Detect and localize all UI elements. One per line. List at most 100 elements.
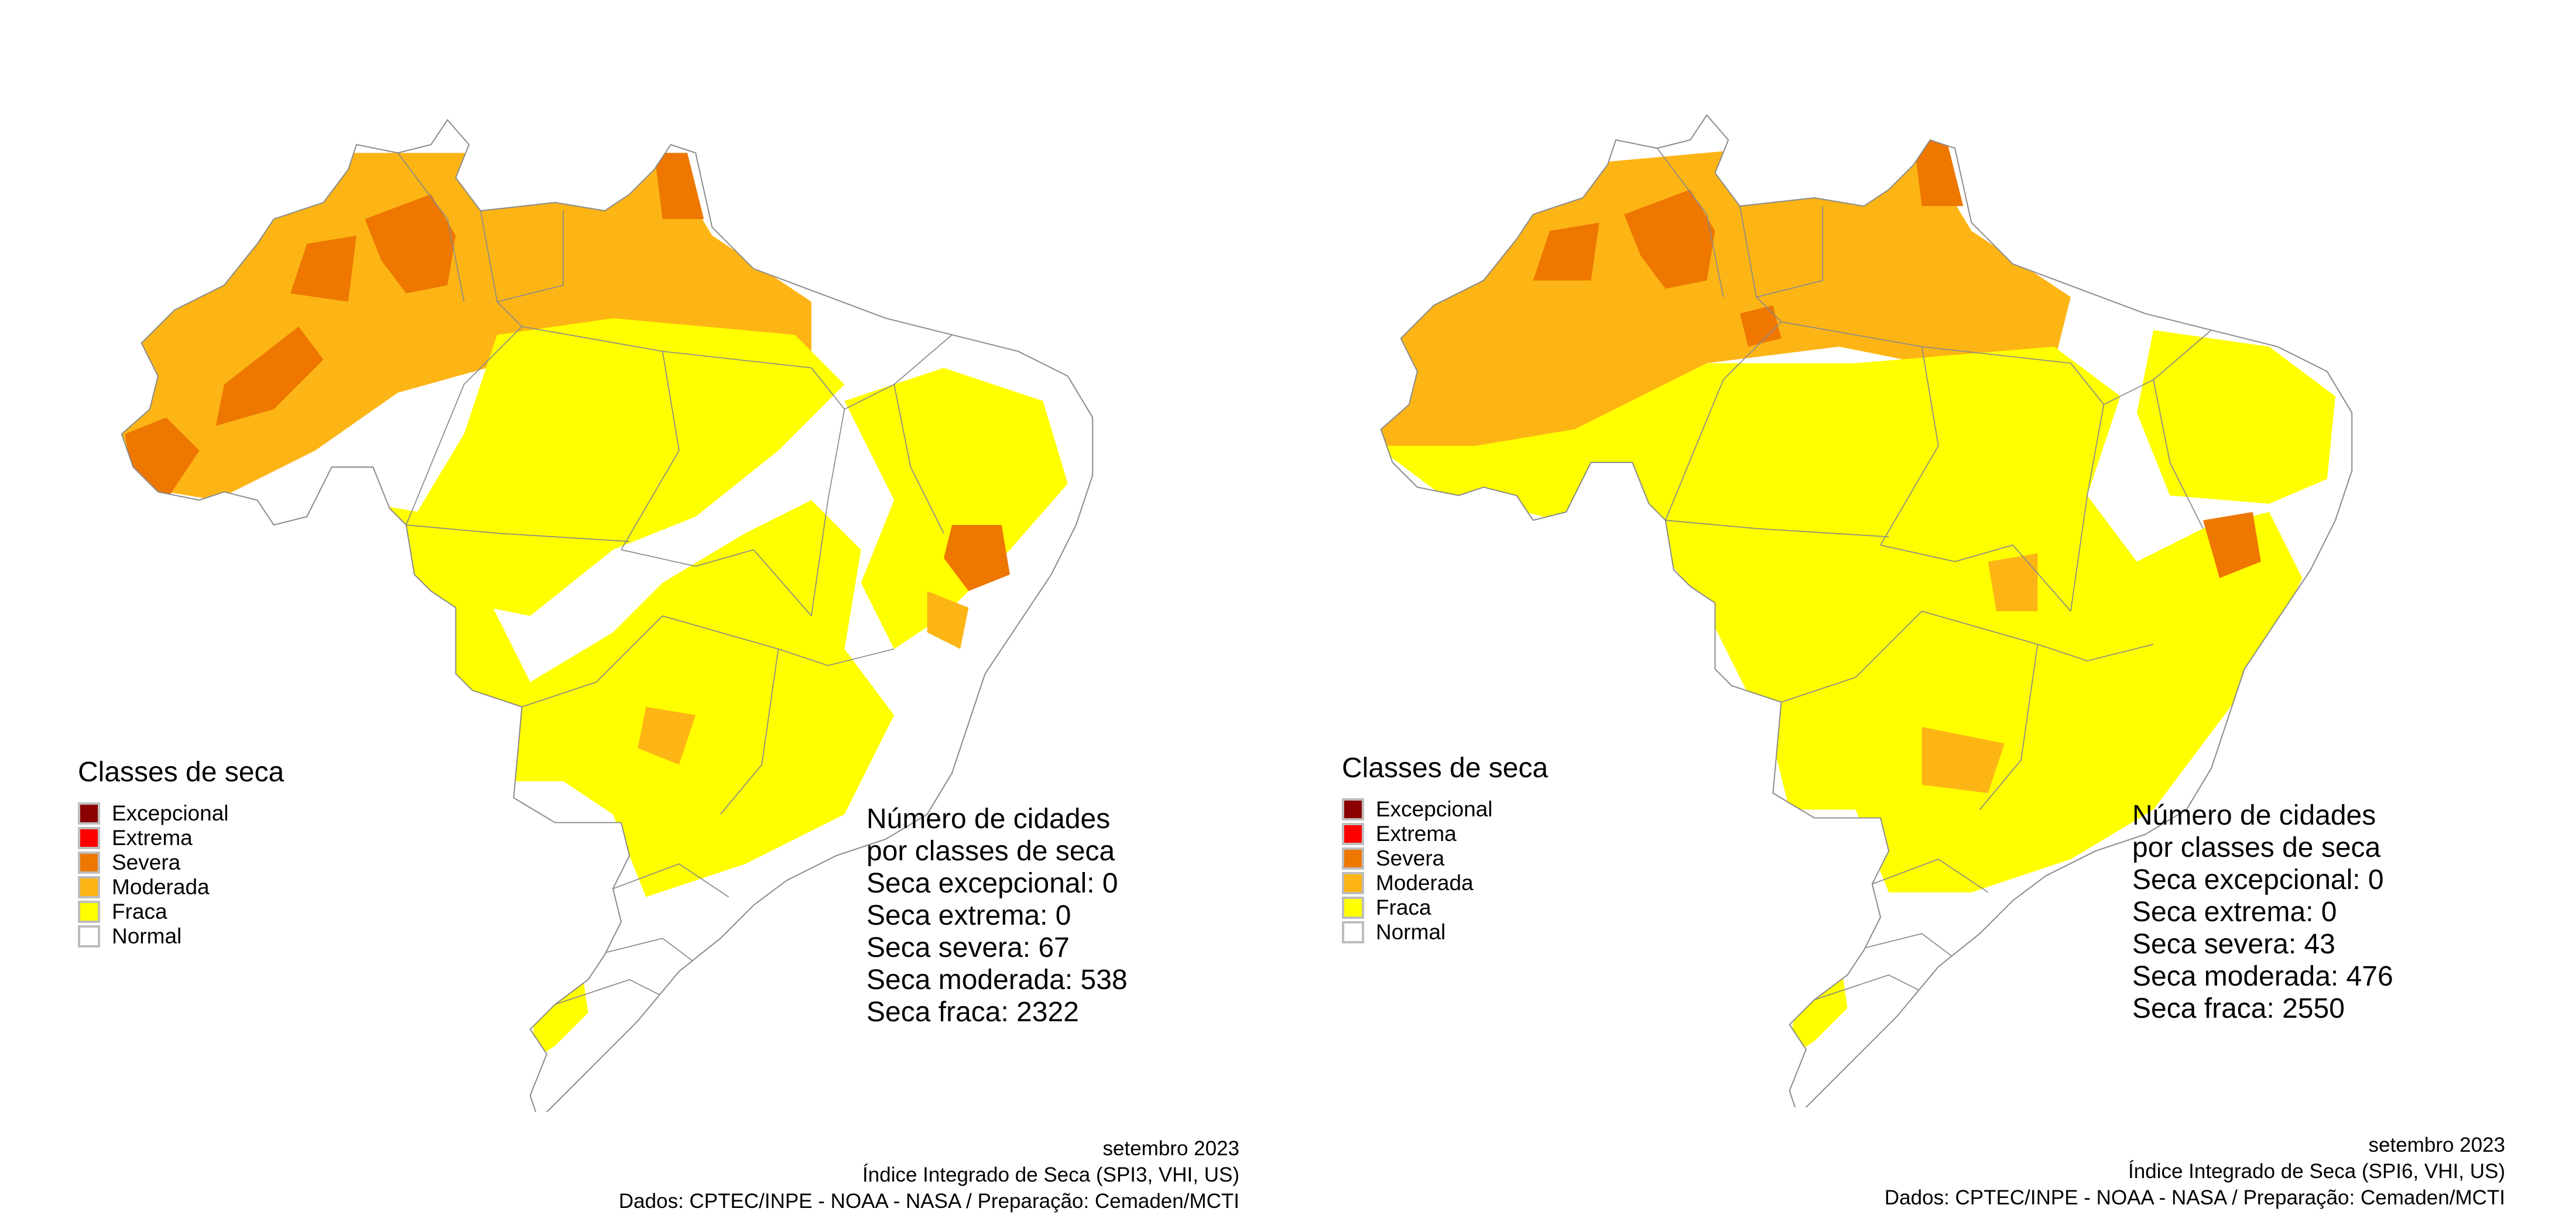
- stat-excepcional: Seca excepcional: 0: [866, 868, 1118, 899]
- state-border: [621, 351, 680, 550]
- drought-area-fraca: [2136, 330, 2335, 504]
- drought-area-fraca: [844, 368, 1068, 649]
- legend-label: Fraca: [1376, 895, 1431, 919]
- state-border: [2070, 329, 2212, 406]
- state-border: [662, 615, 895, 667]
- legend-item-moderada: Moderada: [1342, 871, 1548, 895]
- drought-area-severa: [654, 153, 704, 219]
- legend-item-severa: Severa: [78, 850, 284, 875]
- legend-title: Classes de seca: [78, 757, 285, 788]
- state-border: [2153, 379, 2204, 529]
- legend-item-extrema: Extrema: [1342, 822, 1548, 846]
- stat-extrema: Seca extrema: 0: [866, 900, 1071, 931]
- legend-label: Moderada: [112, 875, 210, 899]
- state-border: [1880, 544, 2071, 612]
- drought-area-severa: [943, 524, 1010, 591]
- stat-moderada: Seca moderada: 538: [866, 964, 1128, 995]
- drought-area-moderada: [1921, 727, 2005, 794]
- state-border: [811, 334, 953, 410]
- legend-item-moderada: Moderada: [78, 875, 284, 900]
- legend-swatch: [1342, 823, 1364, 845]
- state-border: [1880, 346, 1939, 545]
- state-border: [1656, 147, 1724, 297]
- footer-date: setembro 2023: [2368, 1134, 2505, 1156]
- stat-excepcional: Seca excepcional: 0: [2132, 864, 2384, 895]
- city-count-stats: Número de cidades por classes de seca Se…: [2132, 799, 2393, 1025]
- state-border: [406, 524, 630, 543]
- drought-area-moderada: [1381, 148, 2071, 463]
- state-border: [1921, 610, 2154, 662]
- drought-area-moderada: [1988, 553, 2038, 612]
- state-border: [496, 211, 564, 303]
- legend-item-fraca: Fraca: [78, 900, 284, 924]
- footer-date: setembro 2023: [1102, 1137, 1239, 1160]
- state-border: [811, 409, 845, 616]
- drought-area-severa: [215, 326, 324, 426]
- legend-label: Normal: [112, 924, 182, 948]
- drought-area-severa: [1624, 189, 1715, 289]
- panel-spi3: Classes de seca Excepcional Extrema Severa…: [78, 119, 1239, 1214]
- legend-swatch: [78, 852, 100, 874]
- drought-area-severa: [1533, 222, 1599, 281]
- legend-item-extrema: Extrema: [78, 826, 284, 850]
- footer: setembro 2023 Índice Integrado de Seca (…: [619, 1135, 1239, 1214]
- drought-area-moderada: [927, 591, 969, 649]
- legend-label: Moderada: [1376, 871, 1474, 895]
- legend: Classes de seca Excepcional Extrema Severa…: [1342, 752, 1548, 945]
- state-border: [596, 938, 696, 964]
- drought-area-moderada: [638, 706, 696, 765]
- legend-swatch: [1342, 847, 1364, 870]
- state-border: [1664, 321, 1782, 521]
- state-border: [1979, 644, 2039, 810]
- stats-heading: Número de cidades: [2132, 800, 2376, 831]
- footer-index: Índice Integrado de Seca (SPI6, VHI, US): [2128, 1160, 2505, 1183]
- legend-label: Excepcional: [1376, 797, 1493, 821]
- footer: setembro 2023 Índice Integrado de Seca (…: [1885, 1132, 2505, 1211]
- stat-severa: Seca severa: 43: [2132, 929, 2335, 960]
- state-border: [1665, 520, 1889, 538]
- legend-item-excepcional: Excepcional: [78, 801, 284, 826]
- legend-swatch: [1342, 921, 1364, 943]
- stat-extrema: Seca extrema: 0: [2132, 897, 2337, 928]
- stat-fraca: Seca fraca: 2550: [2132, 993, 2345, 1024]
- state-border: [612, 863, 729, 898]
- drought-area-severa: [290, 235, 357, 302]
- legend-item-normal: Normal: [78, 924, 284, 949]
- legend-swatch: [78, 827, 100, 849]
- legend-label: Fraca: [112, 900, 167, 924]
- legend-item-fraca: Fraca: [1342, 895, 1548, 920]
- drought-area-moderada: [121, 153, 811, 500]
- legend-item-excepcional: Excepcional: [1342, 797, 1548, 822]
- state-border: [893, 384, 944, 534]
- legend: Classes de seca Excepcional Extrema Severa…: [78, 756, 284, 949]
- legend-label: Severa: [1376, 846, 1445, 870]
- drought-area-severa: [1739, 305, 1782, 347]
- state-border: [405, 326, 523, 526]
- drought-area-fraca: [414, 318, 845, 616]
- country-outline: [1380, 114, 2353, 1107]
- legend-label: Normal: [1376, 920, 1446, 944]
- stat-severa: Seca severa: 67: [866, 932, 1070, 963]
- city-count-stats: Número de cidades por classes de seca Se…: [866, 803, 1128, 1028]
- state-border: [1855, 933, 1955, 959]
- footer-source: Dados: CPTEC/INPE - NOAA - NASA / Prepar…: [618, 1190, 1239, 1213]
- footer-index: Índice Integrado de Seca (SPI3, VHI, US): [862, 1163, 1239, 1186]
- state-border: [1872, 859, 1989, 893]
- legend-item-severa: Severa: [1342, 846, 1548, 871]
- legend-label: Severa: [112, 850, 181, 874]
- legend-swatch: [1342, 872, 1364, 894]
- stat-moderada: Seca moderada: 476: [2132, 961, 2393, 992]
- legend-swatch: [1342, 798, 1364, 821]
- legend-swatch: [78, 925, 100, 948]
- state-border: [1781, 610, 1923, 703]
- panel-spi6: Classes de seca Excepcional Extrema Severa…: [1288, 0, 2576, 1229]
- brazil-drought-map: [121, 119, 1094, 1112]
- legend-label: Excepcional: [112, 801, 229, 825]
- state-border: [1756, 206, 1823, 298]
- legend-swatch: [78, 901, 100, 923]
- drought-area-severa: [365, 194, 456, 294]
- drought-area-moderada: [1381, 495, 1417, 537]
- legend-swatch: [78, 876, 100, 898]
- stats-heading: por classes de seca: [866, 836, 1115, 867]
- drought-area-severa: [2202, 511, 2261, 578]
